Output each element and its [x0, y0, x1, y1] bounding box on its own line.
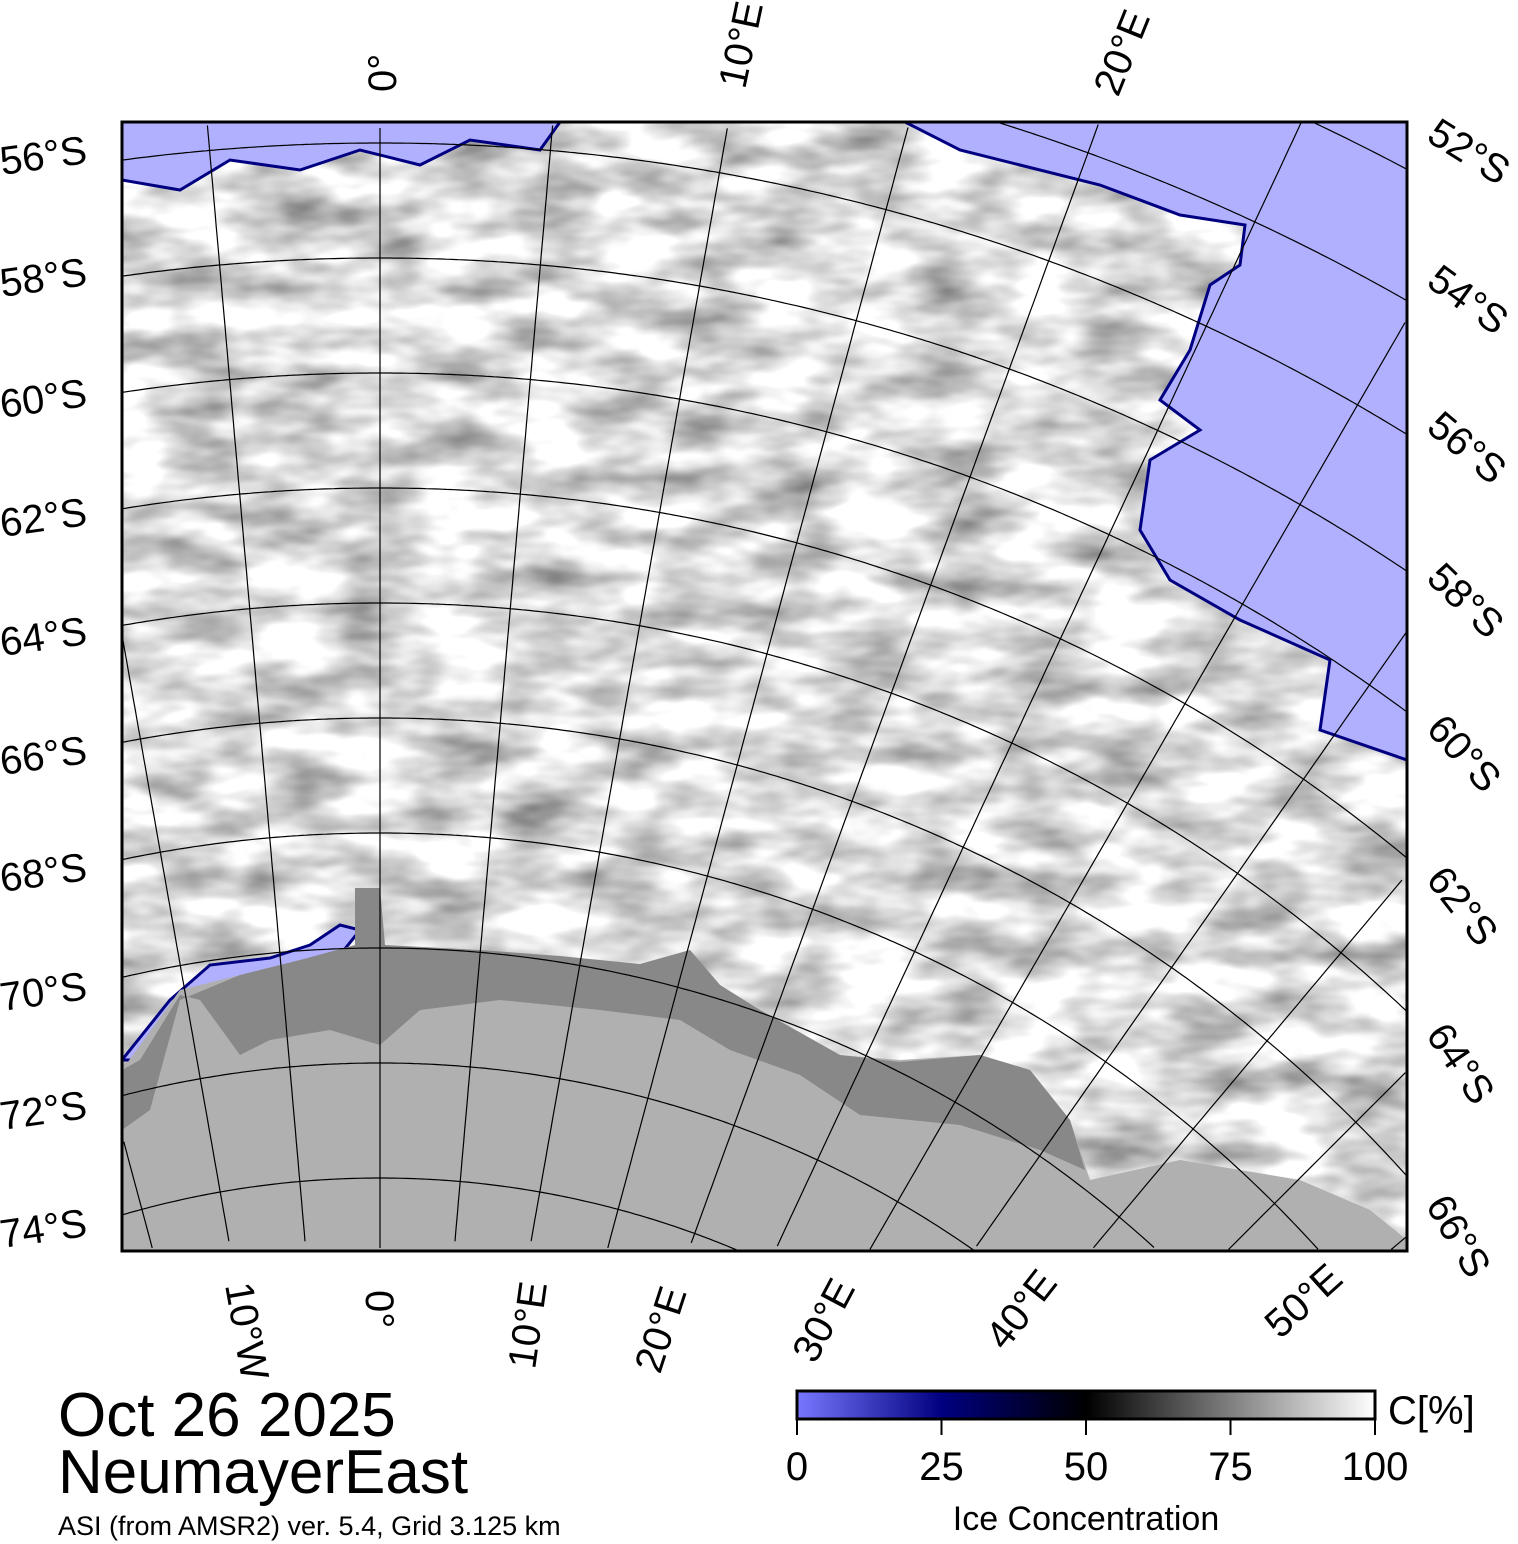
bottom-label-50e: 50°E: [1257, 1256, 1351, 1347]
left-lat-label: 68°S: [0, 845, 90, 901]
colorbar-tick-label: 0: [786, 1445, 808, 1489]
meridian-40: [1093, 879, 1403, 1249]
parallel-62s: [122, 487, 1407, 858]
colorbar-title: Ice Concentration: [953, 1500, 1220, 1538]
colorbar-unit: C[%]: [1388, 1389, 1475, 1433]
right-lat-label: 62°S: [1418, 858, 1506, 954]
left-lat-label: 56°S: [0, 128, 90, 184]
bottom-label-30e: 30°E: [784, 1272, 864, 1370]
meridian-10: [530, 128, 728, 1242]
meridian-5: [454, 125, 554, 1242]
meridian--10: [122, 640, 230, 1242]
parallel-60s: [122, 372, 1407, 712]
meridian--5: [206, 125, 306, 1242]
meridian-25: [776, 122, 1302, 1247]
map-area: [122, 122, 1407, 1251]
ice-shelf: [122, 888, 1085, 1170]
bottom-label-0: 0°: [357, 1290, 401, 1328]
parallel-68s: [122, 832, 1319, 1250]
top-label-20e: 20°E: [1086, 4, 1159, 101]
parallel-74s: [122, 1177, 739, 1251]
open-water-northwest: [122, 122, 562, 192]
colorbar-tick-label: 50: [1064, 1445, 1109, 1489]
bottom-label-10w: 10°W: [216, 1279, 276, 1384]
left-lat-label: 72°S: [0, 1083, 90, 1139]
colorbar-tick-label: 100: [1342, 1445, 1409, 1489]
right-lat-label: 56°S: [1419, 403, 1514, 493]
meridian-30: [869, 322, 1406, 1250]
right-lat-label: 64°S: [1418, 1015, 1503, 1112]
left-lat-label: 60°S: [0, 371, 90, 427]
land: [122, 948, 1407, 1251]
left-lat-label: 66°S: [0, 728, 90, 784]
graticule: [122, 122, 1407, 1251]
bottom-label-10e: 10°E: [500, 1279, 556, 1371]
parallel-52s: [1313, 122, 1407, 170]
left-latitude-labels: 56°S 58°S 60°S 62°S 64°S 66°S 68°S 70°S 72°S 74°S: [0, 128, 90, 1257]
colorbar-tick-label: 25: [919, 1445, 964, 1489]
meridian--15: [123, 1141, 153, 1249]
right-lat-label: 54°S: [1420, 257, 1516, 344]
parallel-58s: [122, 257, 1407, 572]
right-lat-label: 52°S: [1420, 110, 1517, 194]
meridian-50: [1390, 1236, 1407, 1250]
top-label-10e: 10°E: [711, 0, 772, 92]
parallel-56s: [122, 142, 1407, 435]
meridian-45: [1228, 1072, 1406, 1250]
open-water: [904, 122, 1407, 762]
map-frame: [120, 120, 1409, 1253]
parallel-72s: [122, 1062, 975, 1251]
colorbar: 0 25 50 75 100 C[%] Ice Concentration: [786, 1389, 1475, 1538]
right-latitude-labels: 52°S 54°S 56°S 58°S 60°S 62°S 64°S 66°S: [1417, 110, 1517, 1285]
bottom-label-20e: 20°E: [627, 1281, 696, 1378]
colorbar-tick-label: 75: [1208, 1445, 1253, 1489]
colorbar-gradient: [795, 1389, 1377, 1421]
region-label: NeumayerEast: [58, 1438, 468, 1507]
left-lat-label: 58°S: [0, 250, 90, 306]
parallel-54s: [997, 122, 1407, 301]
left-lat-label: 70°S: [0, 964, 90, 1020]
parallel-66s: [122, 717, 1407, 1176]
right-lat-label: 60°S: [1418, 707, 1509, 801]
date-label: Oct 26 2025: [58, 1381, 396, 1450]
right-lat-label: 58°S: [1419, 555, 1512, 647]
source-label: ASI (from AMSR2) ver. 5.4, Grid 3.125 km: [58, 1511, 561, 1541]
top-label-0: 0°: [361, 54, 405, 92]
meridian-35: [976, 631, 1407, 1247]
parallel-64s: [122, 602, 1407, 1012]
meridian-20: [690, 124, 1099, 1244]
right-lat-label: 66°S: [1417, 1188, 1499, 1285]
left-lat-label: 62°S: [0, 490, 90, 546]
bottom-label-40e: 40°E: [977, 1262, 1065, 1358]
meridian-15: [607, 127, 909, 1249]
left-lat-label: 74°S: [0, 1201, 90, 1257]
left-lat-label: 64°S: [0, 609, 90, 665]
parallel-70s: [122, 947, 1155, 1248]
